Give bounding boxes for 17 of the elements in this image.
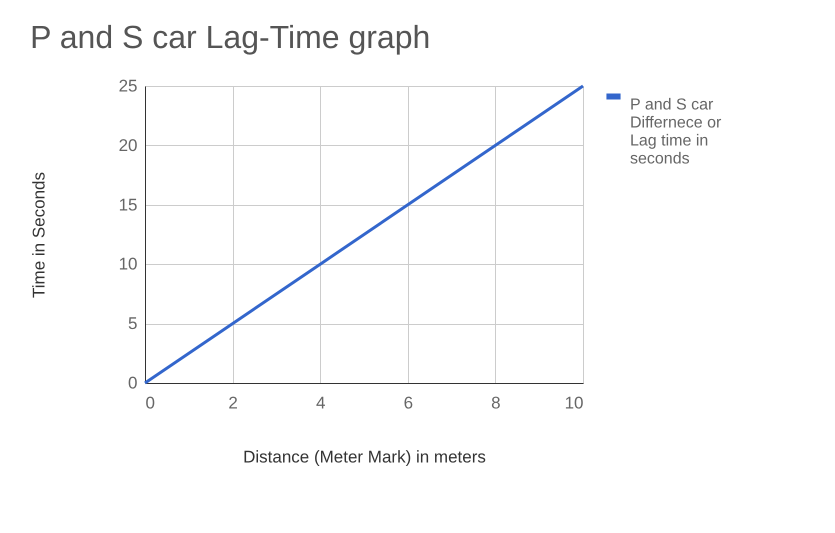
y-tick-label: 25 <box>118 76 138 96</box>
legend-label: P and S car Differnece or Lag time in seconds <box>630 96 722 168</box>
x-tick-label: 10 <box>564 394 584 412</box>
x-tick-label: 4 <box>316 394 326 412</box>
y-tick-label: 10 <box>118 254 138 274</box>
chart-title: P and S car Lag-Time graph <box>30 19 430 55</box>
x-tick-label: 0 <box>146 394 155 412</box>
x-tick-label: 8 <box>491 394 501 412</box>
y-tick-label: 20 <box>118 136 138 155</box>
line-series <box>144 84 584 384</box>
y-axis-title: Time in Seconds <box>30 172 49 298</box>
x-axis-title: Distance (Meter Mark) in meters <box>243 448 486 466</box>
y-tick-label: 5 <box>128 314 138 334</box>
y-tick-label: 0 <box>128 374 138 392</box>
x-tick-label: 2 <box>228 394 238 412</box>
y-tick-label: 15 <box>118 195 138 214</box>
x-tick-label: 6 <box>404 394 414 412</box>
